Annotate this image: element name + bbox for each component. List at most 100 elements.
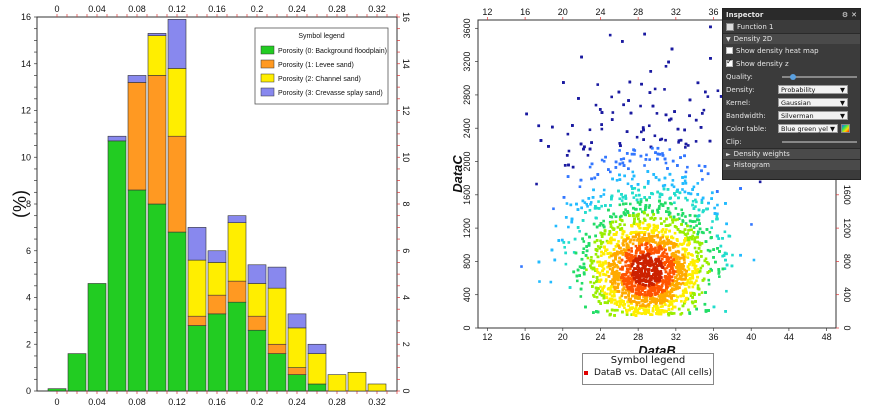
scatter-point [750, 223, 753, 226]
scatter-point [683, 154, 686, 158]
x-tick-label-top: 0.04 [88, 4, 106, 14]
scatter-point [620, 294, 624, 298]
scatter-point [656, 208, 659, 212]
scatter-point [660, 193, 664, 196]
scatter-point [595, 206, 599, 210]
scatter-point [663, 267, 667, 271]
scatter-point [639, 305, 642, 309]
scatter-point [683, 250, 687, 253]
scatter-point [622, 164, 626, 167]
scatter-point [663, 244, 666, 248]
scatter-point [648, 91, 652, 94]
scatter-point [611, 278, 614, 281]
scatter-point [604, 279, 608, 283]
histogram-bar [107, 140, 127, 392]
scatter-point [631, 242, 635, 246]
scatter-point [663, 301, 666, 305]
scatter-point [665, 256, 669, 259]
scatter-point [596, 173, 600, 176]
scatter-point [633, 187, 637, 190]
scatter-point [605, 296, 609, 299]
scatter-point [612, 228, 615, 231]
scatter-point [614, 272, 618, 275]
scatter-point [639, 304, 642, 308]
scatter-point [617, 260, 621, 264]
scatter-point [602, 225, 606, 229]
scatter-point [656, 157, 659, 161]
scatter-point [647, 311, 651, 314]
scatter-point [620, 299, 624, 302]
scatter-point [627, 248, 631, 252]
y-tick-label: 8 [26, 199, 31, 209]
scatter-point [739, 187, 742, 190]
histogram-bar [147, 33, 167, 36]
scatter-point [647, 303, 651, 306]
scatter-point [670, 242, 673, 245]
scatter-point [567, 149, 571, 153]
scatter-point [598, 280, 601, 283]
scatter-point [598, 274, 602, 277]
scatter-point [615, 269, 619, 273]
scatter-point [683, 301, 686, 305]
histogram-chart: 000.040.040.080.080.120.120.160.160.20.2… [10, 4, 411, 407]
scatter-point [665, 275, 669, 279]
scatter-point [641, 288, 644, 292]
scatter-point [666, 188, 670, 191]
x-tick-label: 0.24 [288, 397, 306, 407]
scatter-point [632, 294, 635, 298]
scatter-point [605, 292, 608, 296]
scatter-point [677, 251, 681, 254]
scatter-point [634, 194, 638, 197]
scatter-point [638, 220, 642, 223]
scatter-point [644, 255, 647, 259]
scatter-point [635, 276, 638, 279]
scatter-point [717, 237, 721, 241]
scatter-point [611, 263, 615, 267]
scatter-point [649, 313, 652, 316]
scatter-point [611, 269, 614, 273]
scatter-point [575, 274, 579, 278]
scatter-point [689, 261, 693, 264]
scatter-point [661, 204, 665, 207]
scatter-point [635, 135, 639, 139]
scatter-point [663, 297, 667, 301]
scatter-point [700, 241, 704, 245]
scatter-point [678, 242, 682, 246]
scatter-point [661, 296, 665, 300]
scatter-point [683, 278, 686, 281]
scatter-point [672, 305, 675, 309]
scatter-point [681, 277, 685, 281]
scatter-point [668, 294, 671, 298]
scatter-point [652, 213, 655, 216]
scatter-point [650, 299, 654, 302]
histogram-bar [287, 327, 307, 368]
scatter-point [627, 304, 630, 308]
scatter-point [607, 208, 610, 212]
scatter-point [705, 228, 709, 231]
scatter-point [704, 291, 707, 294]
scatter-point [647, 284, 651, 287]
scatter-point [724, 310, 727, 313]
scatter-point [611, 111, 615, 114]
scatter-point [632, 222, 636, 226]
scatter-point [610, 195, 613, 199]
scatter-point [569, 203, 573, 207]
scatter-point [601, 223, 605, 227]
scatter-point [663, 289, 666, 293]
scatter-point [567, 225, 570, 229]
scatter-point [640, 287, 644, 290]
scatter-point [716, 89, 720, 93]
scatter-point [659, 202, 663, 206]
scatter-point [652, 173, 656, 176]
scatter-point [604, 260, 607, 263]
scatter-point [640, 82, 643, 86]
scatter-point [681, 188, 684, 191]
scatter-point [659, 264, 662, 267]
scatter-point [651, 251, 655, 255]
scatter-point [674, 193, 677, 197]
scatter-point [564, 262, 568, 266]
scatter-point [674, 243, 678, 246]
scatter-point [520, 265, 523, 268]
scatter-point [609, 252, 613, 256]
scatter-point [631, 290, 634, 293]
